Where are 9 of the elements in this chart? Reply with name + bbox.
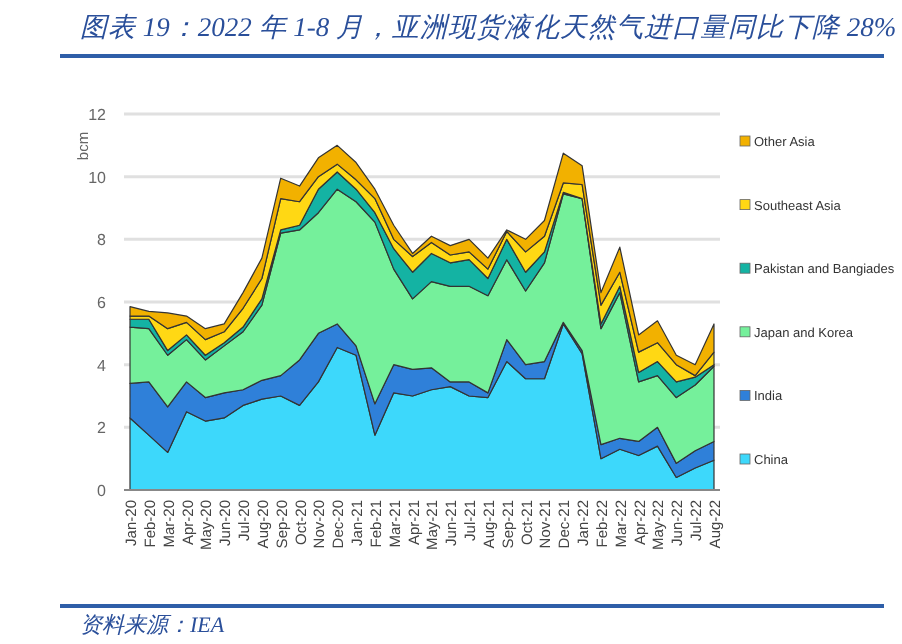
- y-tick-label: 6: [97, 294, 108, 312]
- chart-title: 图表 19：2022 年 1-8 月，亚洲现货液化天然气进口量同比下降 28%: [80, 12, 897, 42]
- y-tick-label: 8: [97, 231, 108, 250]
- y-tick-label: 2: [97, 419, 108, 438]
- text: 资料来源：IEA: [80, 612, 225, 638]
- y-tick-label: 0: [97, 482, 108, 500]
- y-tick-label: 12: [88, 106, 108, 124]
- y-tick-label: 4: [97, 356, 108, 375]
- y-tick-label: 10: [88, 168, 108, 187]
